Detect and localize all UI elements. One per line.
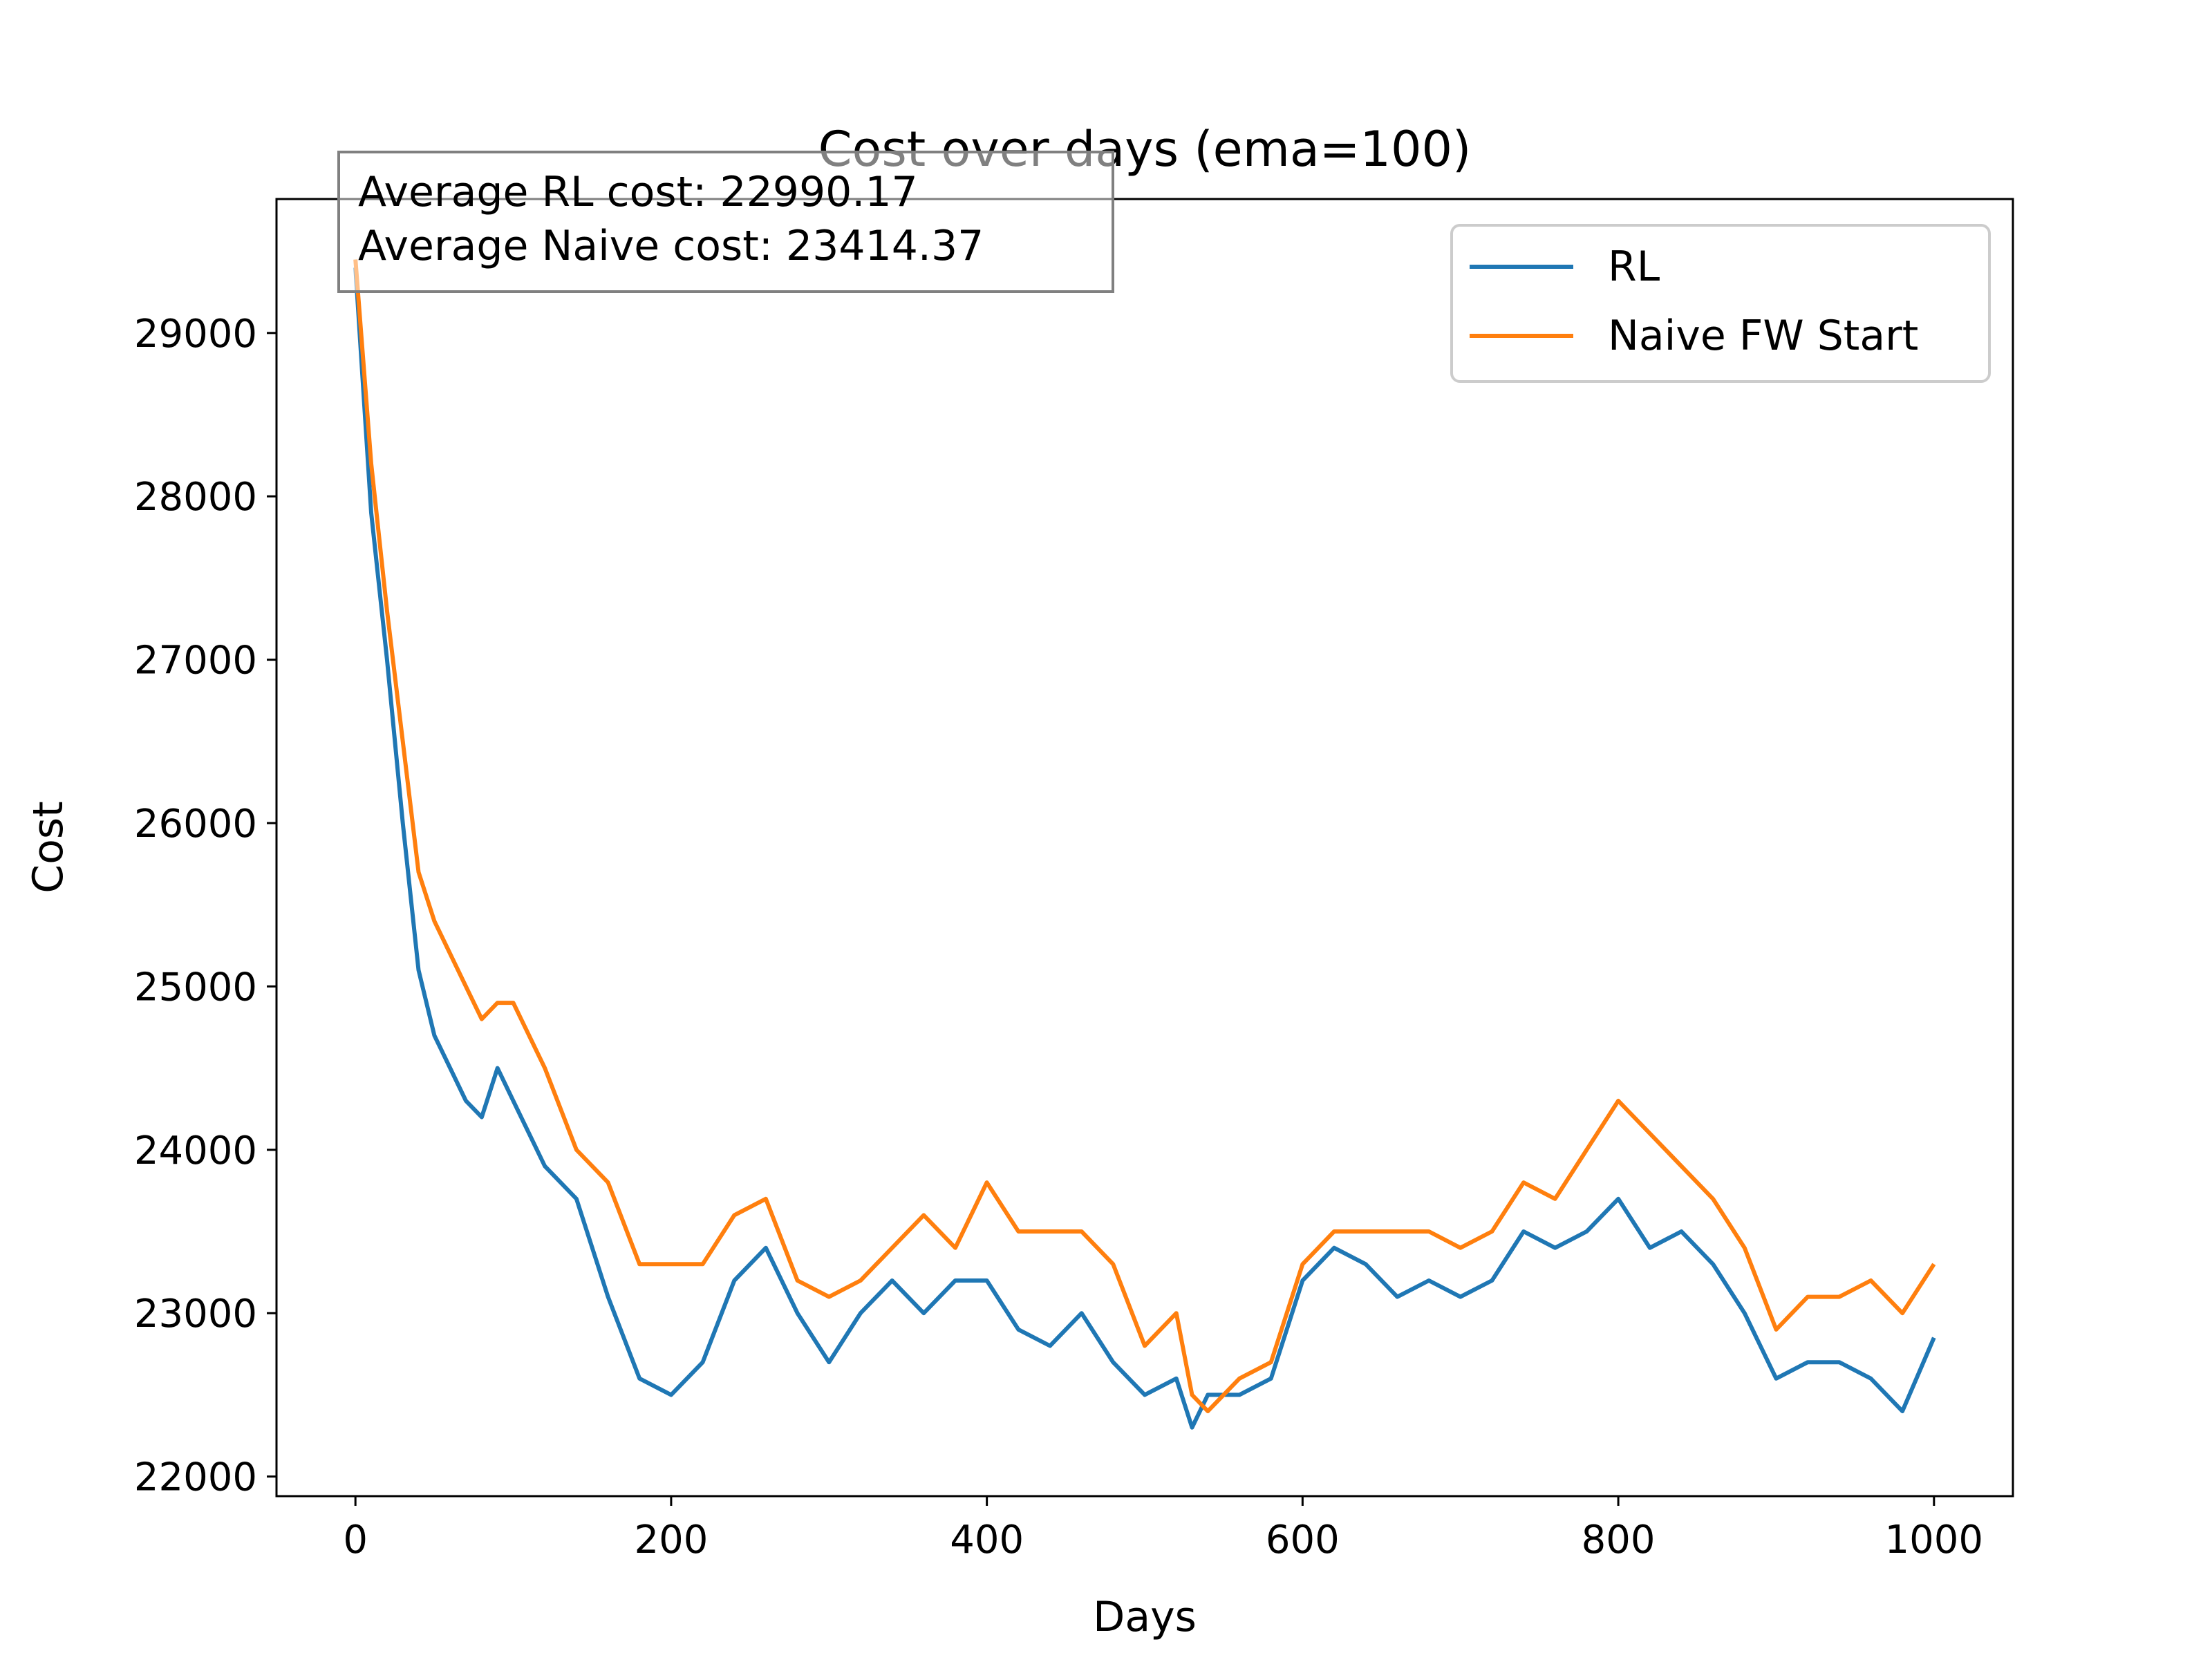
- y-tick-label: 26000: [134, 802, 257, 847]
- plot-frame: [275, 198, 2014, 1498]
- average-annotation: Average RL cost: 22990.17 Average Naive …: [337, 151, 1114, 293]
- legend-box: [1450, 224, 1991, 383]
- y-tick-label: 27000: [134, 639, 257, 683]
- y-tick-label: 23000: [134, 1292, 257, 1337]
- y-tick-label: 25000: [134, 965, 257, 1010]
- x-tick-label: 800: [1582, 1518, 1656, 1562]
- x-tick-label: 200: [634, 1518, 708, 1562]
- y-tick-label: 29000: [134, 312, 257, 357]
- legend-label-rl: RL: [1608, 243, 1660, 291]
- y-tick-label: 24000: [134, 1129, 257, 1173]
- y-tick-label: 22000: [134, 1455, 257, 1500]
- x-tick-label: 0: [343, 1518, 368, 1562]
- series-line-naive: [353, 259, 1936, 1414]
- annotation-line-rl: Average RL cost: 22990.17: [358, 168, 918, 216]
- series-layer: [353, 259, 1936, 1430]
- y-tick-label: 28000: [134, 475, 257, 520]
- legend-label-naive: Naive FW Start: [1608, 312, 1918, 360]
- series-line-rl: [353, 267, 1936, 1430]
- annotation-line-naive: Average Naive cost: 23414.37: [358, 222, 984, 270]
- x-tick-label: 1000: [1885, 1518, 1984, 1562]
- x-axis-label: Days: [1093, 1593, 1197, 1641]
- legend: RL Naive FW Start: [1450, 224, 1991, 383]
- y-axis-label: Cost: [24, 801, 73, 893]
- x-tick-label: 600: [1266, 1518, 1340, 1562]
- annotation-box: [337, 151, 1114, 293]
- ticks-layer: 0 200 400 600 800 1000 22000 23000 24000 25000 260…: [134, 312, 1983, 1562]
- x-tick-label: 400: [950, 1518, 1024, 1562]
